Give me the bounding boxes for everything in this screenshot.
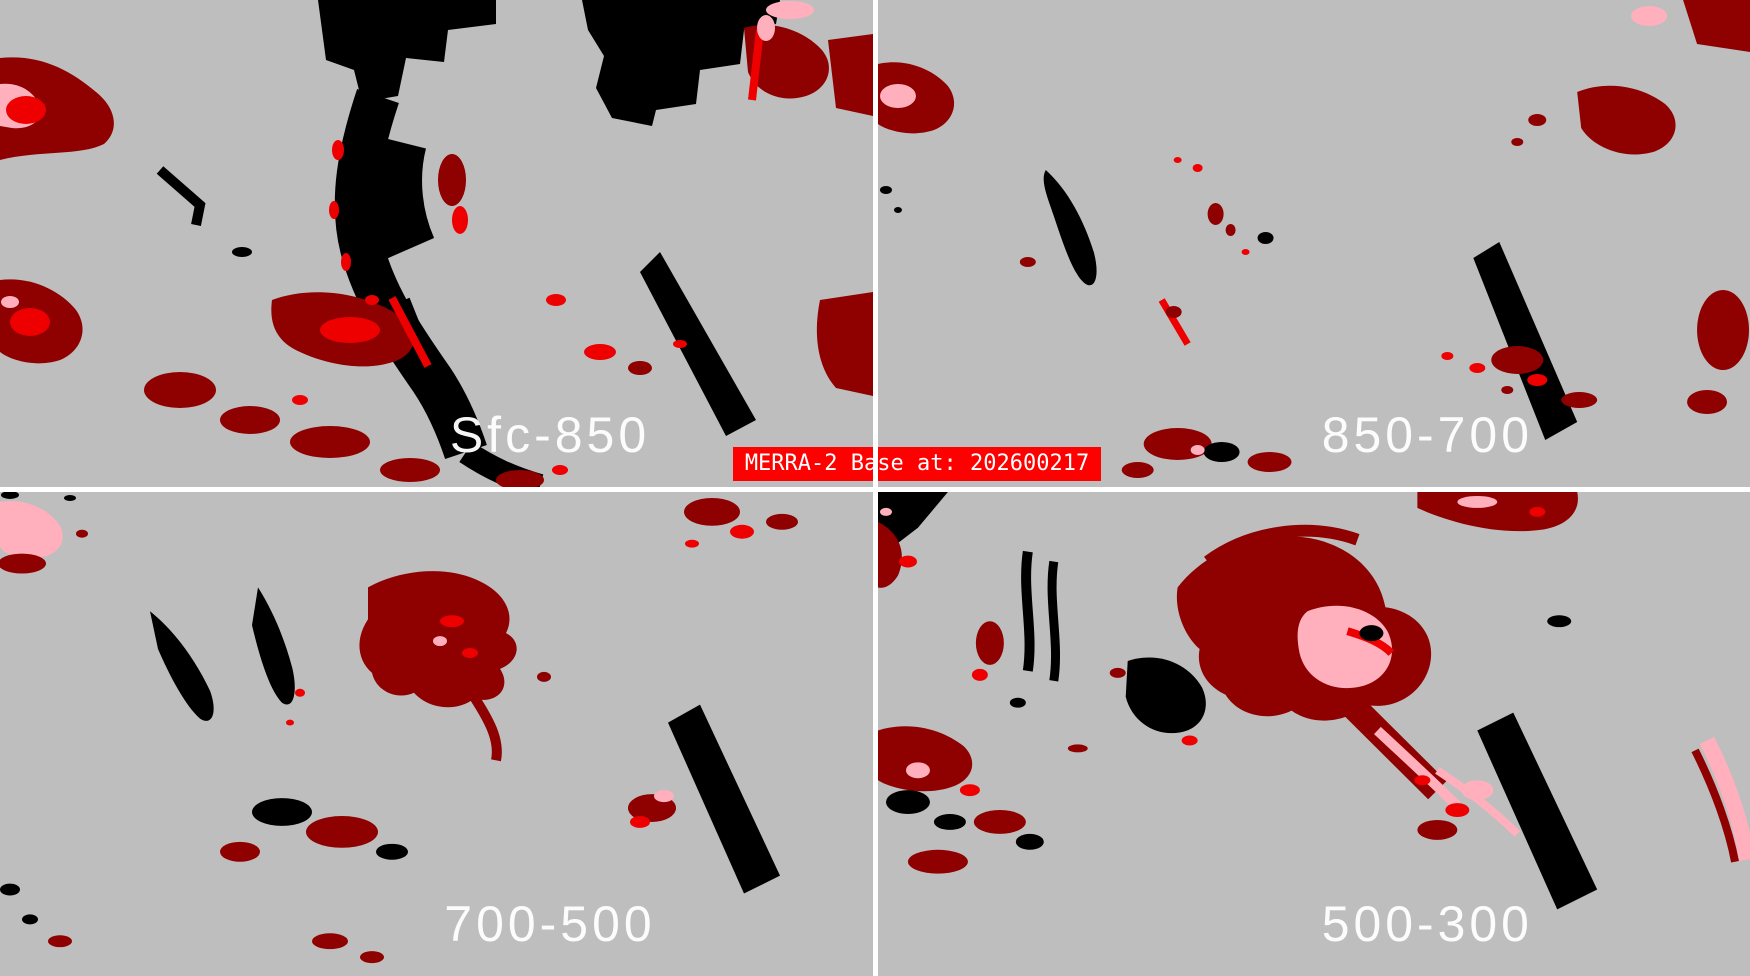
panel-label-500-300: 500-300 — [1322, 896, 1533, 952]
panel-700-500: 700-500 — [0, 492, 873, 976]
timestamp-banner: MERRA-2 Base at: 202600217 — [733, 447, 1101, 481]
panel-label-700-500: 700-500 — [444, 896, 655, 952]
panel-sfc-850: Sfc-850 — [0, 0, 873, 487]
panel-label-sfc-850: Sfc-850 — [450, 407, 650, 463]
panel-label-850-700: 850-700 — [1322, 407, 1533, 463]
panel-850-700: 850-700 — [878, 0, 1750, 487]
panel-500-300: 500-300 — [878, 492, 1750, 976]
horizontal-divider — [0, 487, 1750, 492]
